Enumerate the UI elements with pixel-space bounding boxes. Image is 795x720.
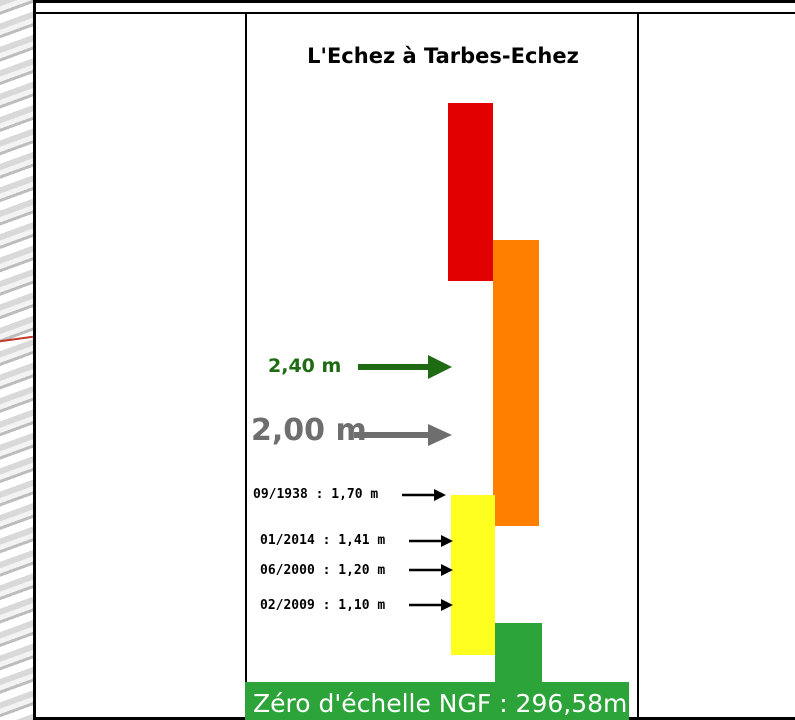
arrow-right-icon (409, 599, 453, 611)
marker-label-2-00: 2,00 m (251, 413, 367, 448)
orange-level-bar (493, 240, 539, 526)
column-divider-left (245, 14, 247, 720)
yellow-level-bar (451, 495, 495, 655)
diagram-title: L'Echez à Tarbes-Echez (307, 44, 579, 68)
column-divider-right (637, 14, 639, 720)
arrow-right-icon (409, 564, 453, 576)
zero-gauge-banner: Zéro d'échelle NGF : 296,58m (245, 682, 629, 720)
arrow-right-icon (409, 535, 453, 547)
arrow-right-icon (402, 489, 446, 501)
marker-label-1938: 09/1938 : 1,70 m (253, 487, 379, 502)
arrow-right-icon (358, 355, 452, 379)
arrow-head (441, 535, 453, 547)
background-map-strip (0, 0, 33, 720)
arrow-head (428, 424, 452, 446)
frame-top-border (33, 12, 795, 14)
arrow-head (428, 355, 452, 379)
marker-label-2000: 06/2000 : 1,20 m (260, 563, 386, 578)
arrow-head (441, 599, 453, 611)
red-level-bar (448, 103, 493, 281)
marker-label-2009: 02/2009 : 1,10 m (260, 598, 386, 613)
arrow-head (434, 489, 446, 501)
marker-label-2014: 01/2014 : 1,41 m (260, 533, 386, 548)
arrow-right-icon (354, 424, 452, 446)
marker-label-2-40: 2,40 m (268, 355, 342, 377)
arrow-head (441, 564, 453, 576)
